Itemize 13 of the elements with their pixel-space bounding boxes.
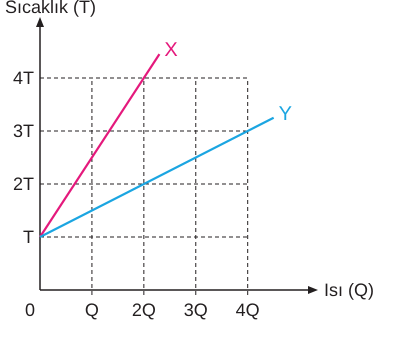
series-label: Y bbox=[278, 102, 292, 125]
y-tick-label: 4T bbox=[12, 68, 34, 88]
y-tick-label: 2T bbox=[12, 174, 34, 194]
y-tick-label: 3T bbox=[12, 121, 34, 141]
y-tick-label: T bbox=[23, 227, 34, 247]
y-axis-title: Sıcaklık (T) bbox=[5, 0, 96, 17]
x-axis-title: Isı (Q) bbox=[324, 280, 374, 300]
x-tick-label: 4Q bbox=[236, 300, 260, 320]
x-tick-label: 3Q bbox=[184, 300, 208, 320]
series-label: X bbox=[164, 39, 178, 62]
x-tick-label: Q bbox=[84, 300, 99, 320]
x-tick-label: 2Q bbox=[132, 300, 156, 320]
x-tick-label: 0 bbox=[24, 300, 36, 320]
